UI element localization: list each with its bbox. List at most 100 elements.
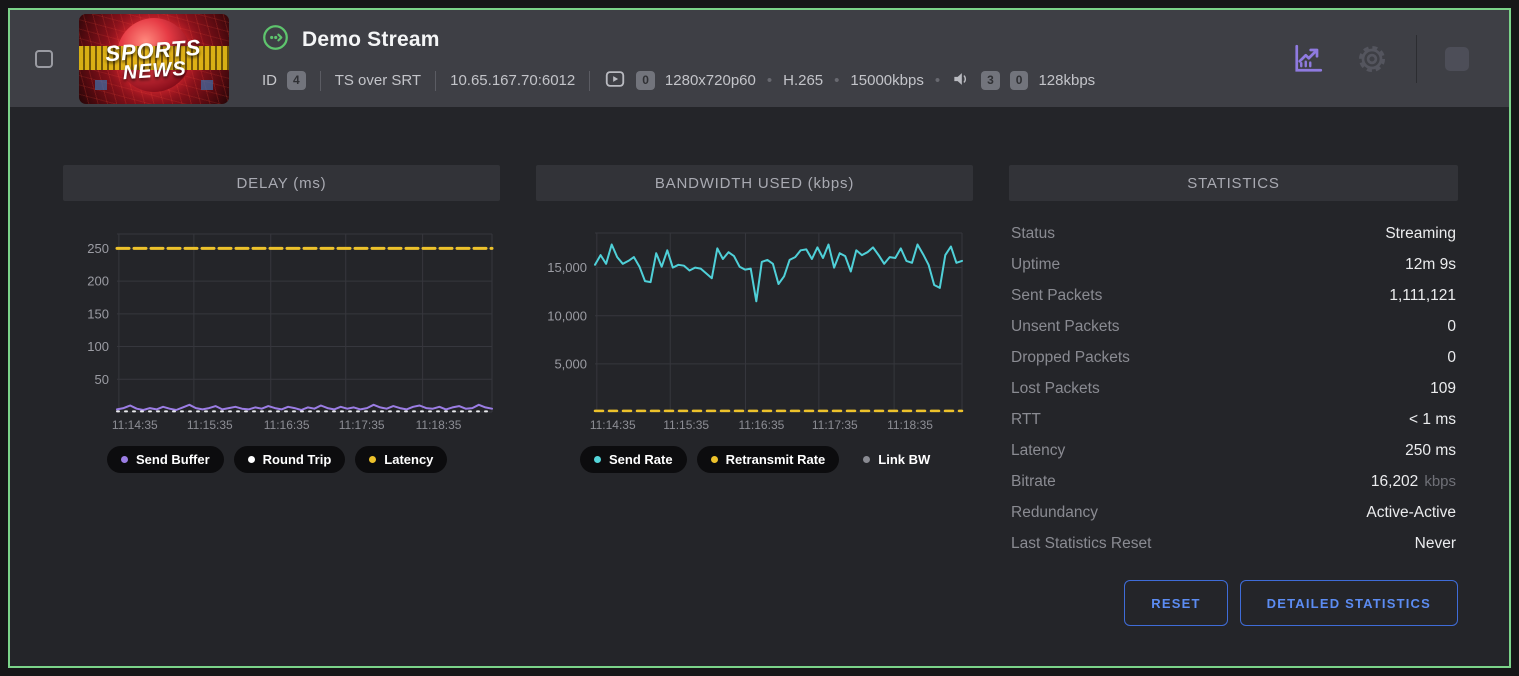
- svg-text:11:17:35: 11:17:35: [339, 418, 385, 432]
- video-bitrate: 15000kbps: [850, 72, 924, 89]
- stop-stream-button[interactable]: [1445, 46, 1469, 71]
- thumbnail-text: SPORTS NEWS: [104, 34, 203, 84]
- thumbnail-decoration: [201, 79, 213, 90]
- svg-text:11:15:35: 11:15:35: [187, 418, 233, 432]
- legend-dot-icon: [247, 456, 255, 463]
- stat-value: 0: [1447, 317, 1456, 335]
- stat-label: Dropped Packets: [1011, 348, 1130, 366]
- stream-header: SPORTS NEWS Demo Stream ID 4: [10, 10, 1509, 107]
- stat-row: Lost Packets 109: [1009, 373, 1458, 404]
- stat-value: 109: [1430, 379, 1456, 397]
- audio-bitrate: 128kbps: [1038, 72, 1096, 89]
- legend-label: Send Buffer: [136, 452, 210, 467]
- stat-row: Redundancy Active-Active: [1009, 497, 1458, 528]
- stat-value: 16,202: [1370, 472, 1419, 490]
- svg-text:11:14:35: 11:14:35: [112, 418, 158, 432]
- statistics-toggle-button[interactable]: [1290, 41, 1326, 77]
- bandwidth-chart-panel: BANDWIDTH USED (kbps) 15,000 10,000 5,000 1…: [536, 165, 973, 626]
- stat-label: Redundancy: [1011, 503, 1099, 521]
- legend-dot-icon: [369, 456, 377, 463]
- svg-text:10,000: 10,000: [547, 308, 587, 323]
- svg-text:200: 200: [87, 274, 109, 289]
- delay-chart: 250 200 150 100 50 11:14:35 11:15:35 11:16:35 11…: [63, 201, 500, 444]
- stat-label: Uptime: [1011, 255, 1061, 273]
- divider: [319, 70, 321, 91]
- legend-dot-icon: [121, 456, 128, 463]
- legend-label: Round Trip: [262, 452, 332, 467]
- legend-label: Link BW: [878, 452, 931, 467]
- audio-track-badge-a: 3: [981, 71, 1000, 90]
- legend-dot-icon: [710, 456, 718, 463]
- svg-text:50: 50: [95, 372, 109, 387]
- bandwidth-chart-legend: Send Rate Retransmit Rate Link BW: [580, 446, 973, 473]
- svg-text:100: 100: [87, 339, 109, 354]
- reset-button[interactable]: RESET: [1124, 580, 1228, 626]
- stat-row: Unsent Packets 0: [1009, 311, 1458, 342]
- svg-text:11:18:35: 11:18:35: [416, 418, 462, 432]
- stat-value: 0: [1447, 348, 1456, 366]
- stat-row: Latency 250 ms: [1009, 435, 1458, 466]
- svg-text:150: 150: [87, 306, 109, 321]
- svg-text:11:17:35: 11:17:35: [812, 418, 858, 432]
- stat-row: Bitrate 16,202 kbps: [1009, 466, 1458, 497]
- video-icon: [604, 68, 626, 94]
- stat-label: Latency: [1011, 441, 1066, 459]
- delay-chart-panel: DELAY (ms) 250 200 150 100 50 11:14:35 11:15:3…: [63, 165, 500, 626]
- statistics-rows: Status Streaming Uptime 12m 9s Sent Packets 1…: [1009, 218, 1458, 559]
- stream-thumbnail: SPORTS NEWS: [79, 13, 229, 104]
- stat-label: Lost Packets: [1011, 379, 1100, 397]
- stat-value: 250 ms: [1405, 441, 1456, 459]
- legend-dot-icon: [594, 456, 601, 463]
- bandwidth-chart: 15,000 10,000 5,000 11:14:35 11:15:35 11:16:3…: [536, 201, 973, 444]
- legend-label: Send Rate: [609, 452, 673, 467]
- video-codec: H.265: [783, 72, 824, 89]
- svg-text:11:16:35: 11:16:35: [264, 418, 310, 432]
- stat-value: Streaming: [1385, 224, 1456, 242]
- svg-text:250: 250: [87, 241, 109, 256]
- legend-item-round-trip[interactable]: Round Trip: [233, 446, 346, 473]
- audio-track-badge-b: 0: [1009, 71, 1029, 90]
- legend-item-retransmit-rate[interactable]: Retransmit Rate: [696, 446, 840, 473]
- legend-item-send-buffer[interactable]: Send Buffer: [107, 446, 224, 473]
- stat-row: Last Statistics Reset Never: [1009, 528, 1458, 559]
- select-checkbox[interactable]: [35, 49, 53, 68]
- audio-icon: [951, 69, 971, 93]
- video-resolution: 1280x720p60: [664, 72, 756, 89]
- statistics-panel: STATISTICS Status Streaming Uptime 12m 9s Se…: [1009, 165, 1458, 626]
- legend-item-send-rate[interactable]: Send Rate: [580, 446, 687, 473]
- dot-separator: •: [834, 72, 840, 89]
- legend-item-link-bw[interactable]: Link BW: [849, 446, 944, 473]
- settings-button[interactable]: [1354, 41, 1390, 77]
- stat-value: Active-Active: [1366, 503, 1456, 521]
- divider: [589, 70, 591, 91]
- delay-chart-legend: Send Buffer Round Trip Latency: [107, 446, 500, 473]
- stat-row: Dropped Packets 0: [1009, 342, 1458, 373]
- stat-label: Last Statistics Reset: [1011, 534, 1152, 552]
- svg-text:11:18:35: 11:18:35: [887, 418, 933, 432]
- stat-label: Bitrate: [1011, 472, 1056, 490]
- svg-text:11:15:35: 11:15:35: [663, 418, 709, 432]
- stat-row: RTT < 1 ms: [1009, 404, 1458, 435]
- stream-title: Demo Stream: [302, 27, 440, 51]
- dot-separator: •: [766, 72, 773, 89]
- video-track-badge: 0: [636, 71, 655, 90]
- divider: [435, 70, 437, 91]
- legend-dot-icon: [863, 456, 871, 463]
- stat-row: Sent Packets 1,111,121: [1009, 280, 1458, 311]
- legend-label: Latency: [384, 452, 434, 467]
- detailed-statistics-button[interactable]: DETAILED STATISTICS: [1239, 580, 1458, 626]
- stat-label: Unsent Packets: [1011, 317, 1120, 335]
- svg-text:5,000: 5,000: [554, 356, 587, 371]
- dot-separator: •: [934, 72, 941, 89]
- chart-icon: [1295, 44, 1323, 72]
- delay-panel-title: DELAY (ms): [63, 165, 500, 201]
- svg-text:11:16:35: 11:16:35: [738, 418, 784, 432]
- stat-row: Status Streaming: [1009, 218, 1458, 249]
- id-label: ID: [262, 72, 277, 89]
- legend-item-latency[interactable]: Latency: [355, 446, 448, 473]
- bandwidth-panel-title: BANDWIDTH USED (kbps): [536, 165, 973, 201]
- stat-value-unit: kbps: [1424, 472, 1456, 490]
- header-divider: [1416, 34, 1417, 83]
- streaming-status-icon: [262, 24, 289, 56]
- legend-label: Retransmit Rate: [725, 452, 826, 467]
